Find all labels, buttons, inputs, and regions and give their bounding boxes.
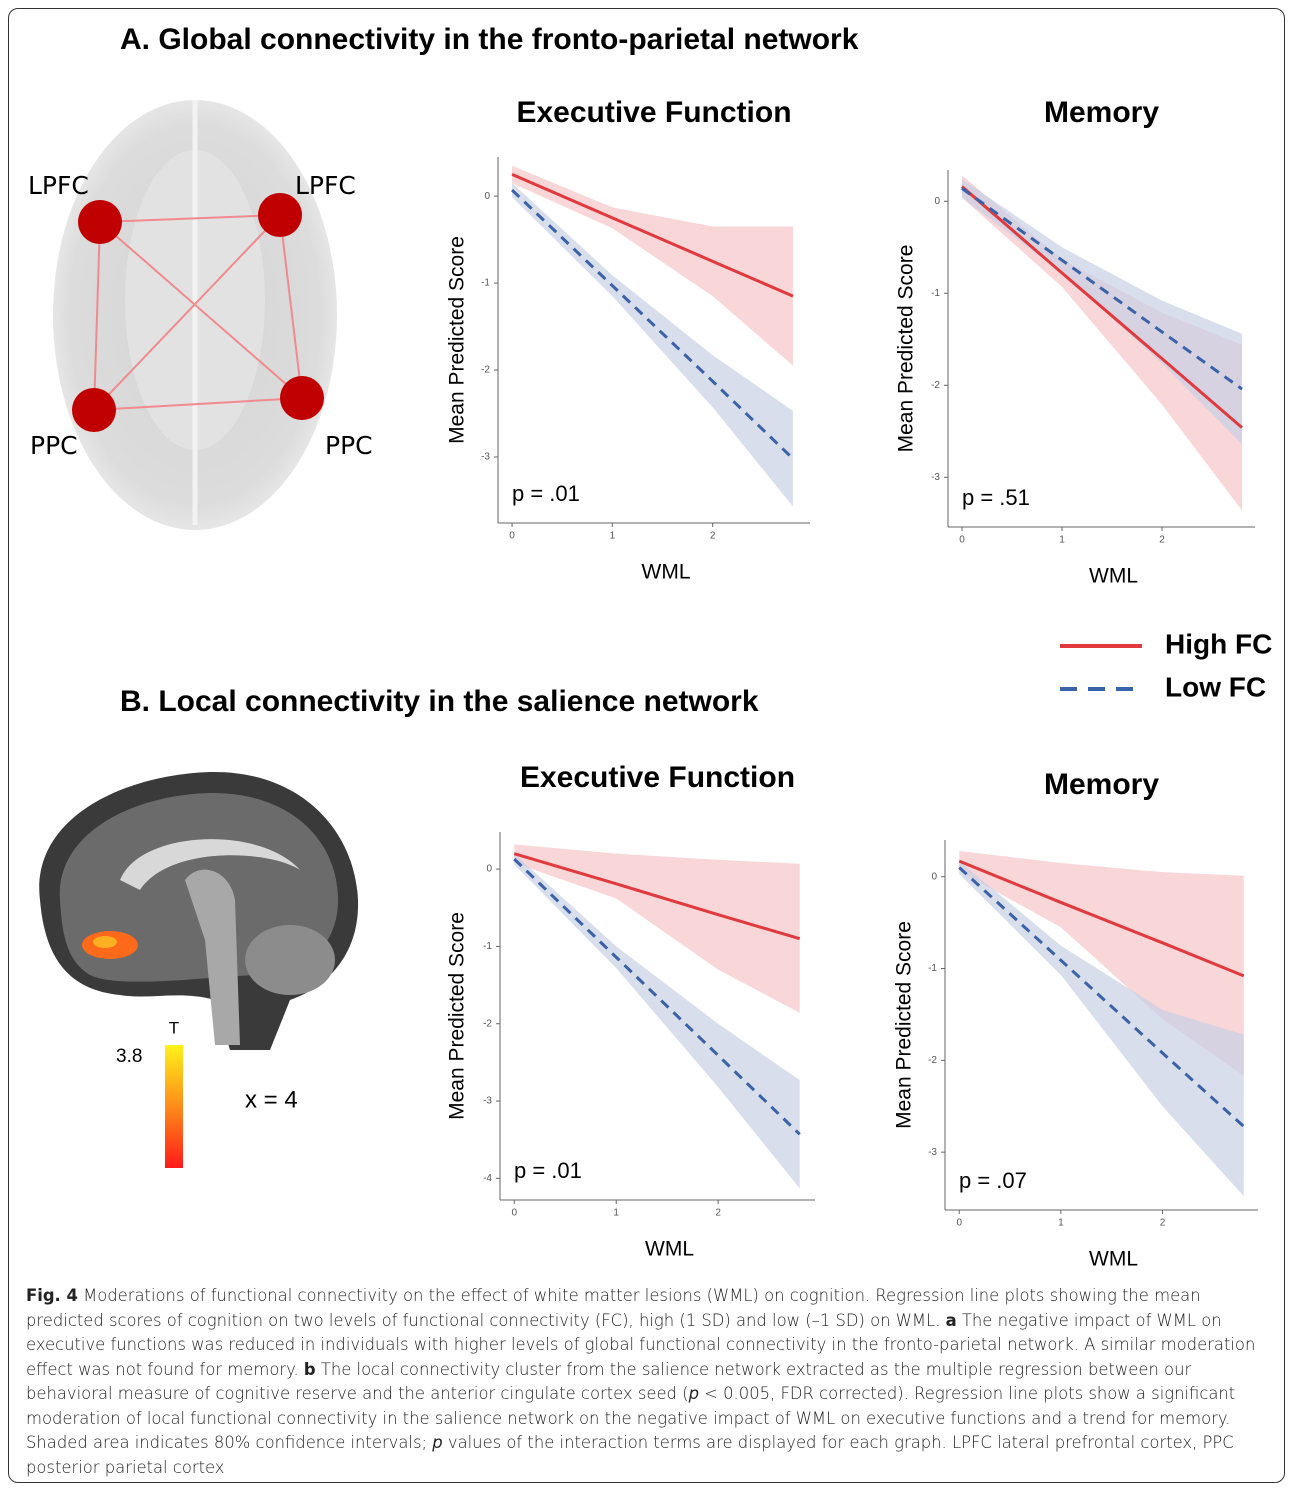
chart-title: Executive Function [520,761,795,794]
regression-line [962,188,1242,389]
panel-title: B. Local connectivity in the salience ne… [120,685,759,718]
chart-title: Memory [1044,768,1159,801]
caption-run: Fig. 4 [26,1286,78,1305]
region-label: LPFC [28,171,89,200]
caption: Fig. 4 Moderations of functional connect… [26,1284,1271,1480]
y-tick-label: 0 [934,196,940,207]
x-tick-label: 0 [509,531,515,542]
y-tick-label: -3 [483,1096,492,1107]
region-label: LPFC [295,171,356,200]
y-tick-label: 0 [931,871,937,882]
x-tick-label: 1 [610,531,616,542]
x-tick-label: 0 [959,535,965,546]
y-tick-label: -3 [928,1147,937,1158]
x-tick-label: 2 [1160,1218,1166,1229]
x-axis-label: WML [645,1238,694,1261]
x-tick-label: 2 [1159,535,1165,546]
x-tick-label: 2 [715,1208,721,1219]
p-value: p = .01 [514,1158,582,1183]
y-tick-label: -2 [481,365,490,376]
y-tick-label: -2 [931,380,940,391]
p-value: p = .01 [512,481,580,506]
chart-title: Executive Function [516,96,791,129]
y-tick-label: -1 [928,963,937,974]
y-axis-label: Mean Predicted Score [446,236,469,444]
legend-label: Low FC [1165,671,1266,702]
y-tick-label: -1 [481,278,490,289]
x-tick-label: 1 [1059,535,1065,546]
chart-title: Memory [1044,96,1159,129]
slice-label: x = 4 [245,1086,298,1113]
colorbar [165,1045,183,1168]
y-tick-label: -3 [481,452,490,463]
y-tick-label: 0 [486,864,492,875]
y-tick-label: -2 [483,1018,492,1029]
x-tick-label: 0 [511,1208,517,1219]
caption-run: a [946,1311,957,1330]
y-tick-label: -2 [928,1055,937,1066]
x-tick-label: 0 [956,1218,962,1229]
x-tick-label: 1 [1058,1218,1064,1229]
y-tick-label: -4 [483,1173,492,1184]
region-label: PPC [30,431,78,460]
caption-run: b [304,1360,316,1379]
colorbar-max: 3.8 [116,1046,142,1067]
x-axis-label: WML [1089,565,1138,588]
legend-label: High FC [1165,628,1272,659]
x-tick-label: 2 [710,531,716,542]
page: A. Global connectivity in the fronto-par… [0,0,1295,1493]
brain-sagittal [39,772,358,1050]
y-axis-label: Mean Predicted Score [893,921,916,1129]
x-tick-label: 1 [613,1208,619,1219]
p-value: p = .07 [959,1168,1027,1193]
y-axis-label: Mean Predicted Score [895,245,918,453]
caption-run: p [689,1384,699,1403]
colorbar-label: T [169,1018,179,1037]
x-axis-label: WML [642,561,691,584]
y-tick-label: -1 [931,288,940,299]
brain-axial [53,100,337,530]
regression-line [962,187,1242,428]
panel-title: A. Global connectivity in the fronto-par… [120,23,859,56]
figure: A. Global connectivity in the fronto-par… [0,0,1295,1493]
y-axis-label: Mean Predicted Score [446,912,469,1120]
y-tick-label: 0 [484,191,490,202]
region-label: PPC [325,431,373,460]
p-value: p = .51 [962,485,1030,510]
caption-run: p [432,1433,442,1452]
x-axis-label: WML [1089,1248,1138,1271]
y-tick-label: -3 [931,472,940,483]
y-tick-label: -1 [483,941,492,952]
